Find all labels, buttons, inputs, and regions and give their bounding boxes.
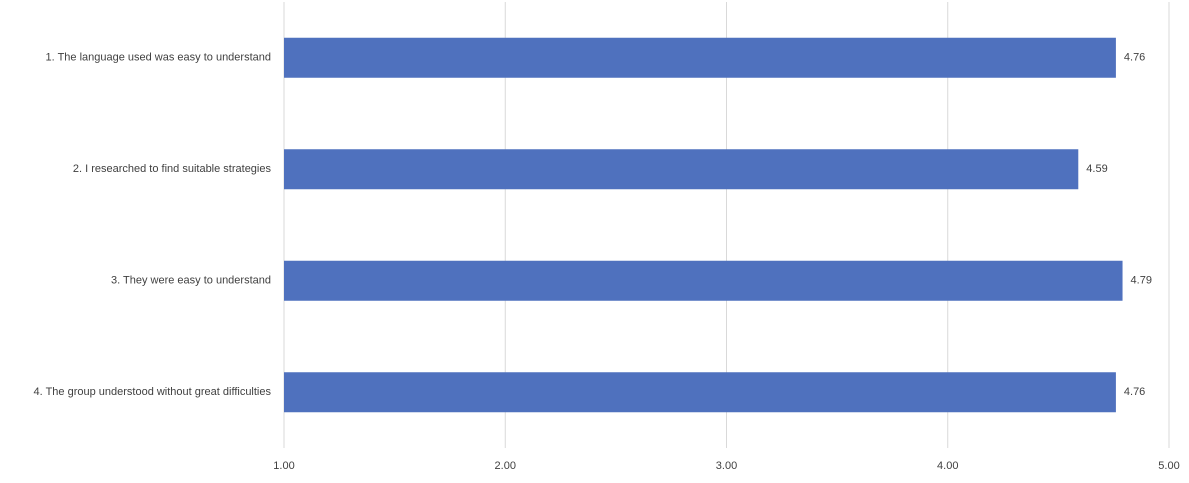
value-label: 4.59 xyxy=(1086,163,1107,175)
x-tick-label: 5.00 xyxy=(1158,460,1179,472)
bar xyxy=(284,149,1079,190)
y-tick-label: 4. The group understood without great di… xyxy=(34,386,272,398)
y-tick-label: 2. I researched to find suitable strateg… xyxy=(73,163,272,175)
x-tick-label: 4.00 xyxy=(937,460,958,472)
value-label: 4.76 xyxy=(1124,386,1145,398)
value-label: 4.79 xyxy=(1131,275,1152,287)
bar xyxy=(284,372,1116,413)
y-tick-label: 1. The language used was easy to underst… xyxy=(46,52,271,64)
bar xyxy=(284,260,1123,301)
bar xyxy=(284,37,1116,78)
x-tick-label: 2.00 xyxy=(495,460,516,472)
value-label: 4.76 xyxy=(1124,52,1145,64)
x-tick-label: 1.00 xyxy=(273,460,294,472)
y-tick-label: 3. They were easy to understand xyxy=(111,275,271,287)
x-tick-label: 3.00 xyxy=(716,460,737,472)
